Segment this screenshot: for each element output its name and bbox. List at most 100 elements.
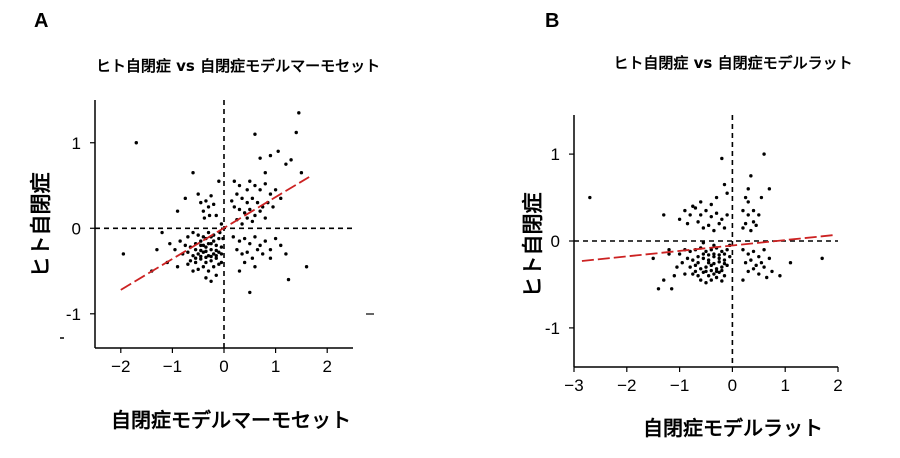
panel-a-data-point [297,111,301,115]
panel-b-data-point [712,254,716,259]
panel-a-data-point [175,209,180,213]
panel-b-data-point [712,252,716,256]
panel-b-y-tick-label: -1 [545,319,560,338]
panel-b-data-point [746,187,750,191]
panel-a-data-point [193,260,198,265]
panel-a-data-point [230,199,234,203]
panel-b-x-tick-label: 0 [728,376,737,395]
panel-a-data-point [232,205,237,209]
panel-b-data-point [717,253,721,257]
panel-b-data-point [685,221,690,226]
panel-a-data-point [219,260,224,265]
panel-b-data-point [746,252,750,256]
panel-a-data-point [209,279,213,283]
panel-a-data-point [304,265,309,269]
panel-a-y-tick-label: 1 [72,134,81,153]
panel-b-data-point [741,247,745,252]
panel-a-data-point [196,233,200,237]
panel-b-data-point [767,256,772,261]
panel-b-data-point [662,278,666,282]
panel-a-x-tick-label: −1 [163,357,182,376]
panel-a-data-point [263,182,267,186]
panel-b-data-point [743,195,748,200]
panel-b-data-point [699,278,703,282]
panel-a: A ヒト自閉症 vs 自閉症モデルマーモセット 自閉症モデルマーモセット ヒト自… [29,10,380,432]
panel-b-data-point [743,221,748,226]
panel-b-data-point [712,243,716,248]
panel-b-data-point [656,287,661,291]
panel-a-data-point [248,241,252,246]
panel-b-data-point [722,226,727,230]
panel-b-data-point [754,263,758,268]
panel-b-data-point [709,202,713,207]
panel-b-data-point [667,252,671,256]
panel-b-data-point [662,213,666,217]
panel-a-y-tick-label: 0 [72,219,81,238]
panel-a-data-point [235,247,239,252]
panel-b-letter: B [545,10,559,32]
panel-b-data-point [714,195,719,200]
panel-a-data-point [199,254,203,259]
panel-b-fit-line [581,234,836,262]
panel-b-data-point [746,213,750,217]
panel-a-data-point [201,265,206,269]
panel-a-data-point [221,236,225,241]
panel-a-data-point [214,253,218,258]
panel-a-data-point [204,260,208,265]
panel-a-data-point [202,216,207,220]
panel-a-data-point [199,257,203,261]
panel-a-data-point [206,241,211,246]
panel-a-data-point [196,267,200,272]
panel-b-data-point [691,272,695,276]
panel-b-data-point [728,254,732,259]
panel-a-data-point [237,183,242,188]
panel-a-data-point [245,188,249,192]
panel-b-data-point [751,249,756,254]
panel-a-data-point [248,179,252,183]
panel-b-data-point [722,258,727,262]
panel-b-data-point [693,206,698,210]
panel-a-data-point [206,205,211,209]
panel-b-data-point [714,211,719,215]
panel-a-data-point [209,241,213,246]
panel-b-data-point [701,252,706,256]
panel-b-data-point [767,187,772,191]
panel-b-data-point [746,200,750,204]
panel-b-data-point [669,287,674,291]
panel-a-data-point [235,192,239,196]
panel-b-data-point [709,247,713,252]
panel-a-data-point [204,276,208,280]
panel-b-data-point [762,247,766,252]
panel-a-data-point [253,132,257,136]
panel-b-data-point [704,269,708,274]
panel-a-data-point [186,235,190,239]
panel-b-data-point [720,217,724,221]
panel-b-data-point [725,213,729,217]
panel-a-data-point [253,183,257,188]
panel-b-data-point [722,252,727,256]
panel-a-data-point [201,209,206,213]
panel-b-data-point [757,272,761,276]
panel-b-data-point [741,208,745,213]
panel-a-data-point [289,158,293,162]
panel-b-data-point [717,221,721,226]
panel-b-data-point [688,265,692,269]
panel-a-data-point [183,196,187,201]
panel-b-data-point [691,204,695,208]
panel-a-data-point [206,253,211,258]
panel-a-data-point [204,199,208,203]
panel-a-data-point [188,259,193,263]
panel-a-data-point [299,170,304,175]
panel-b-data-point [706,258,711,262]
panel-a-data-point [155,247,159,252]
panel-b-title: ヒト自閉症 vs 自閉症モデルラット [613,54,852,72]
panel-b-data-point [749,258,753,262]
panel-a-data-point [253,265,257,269]
panel-a-data-point [268,192,273,196]
panel-a-data-point [237,239,242,243]
panel-b-data-point [751,267,756,271]
panel-b-data-point [770,269,774,274]
panel-b-data-point [672,274,677,278]
panel-a-data-point [263,216,267,220]
